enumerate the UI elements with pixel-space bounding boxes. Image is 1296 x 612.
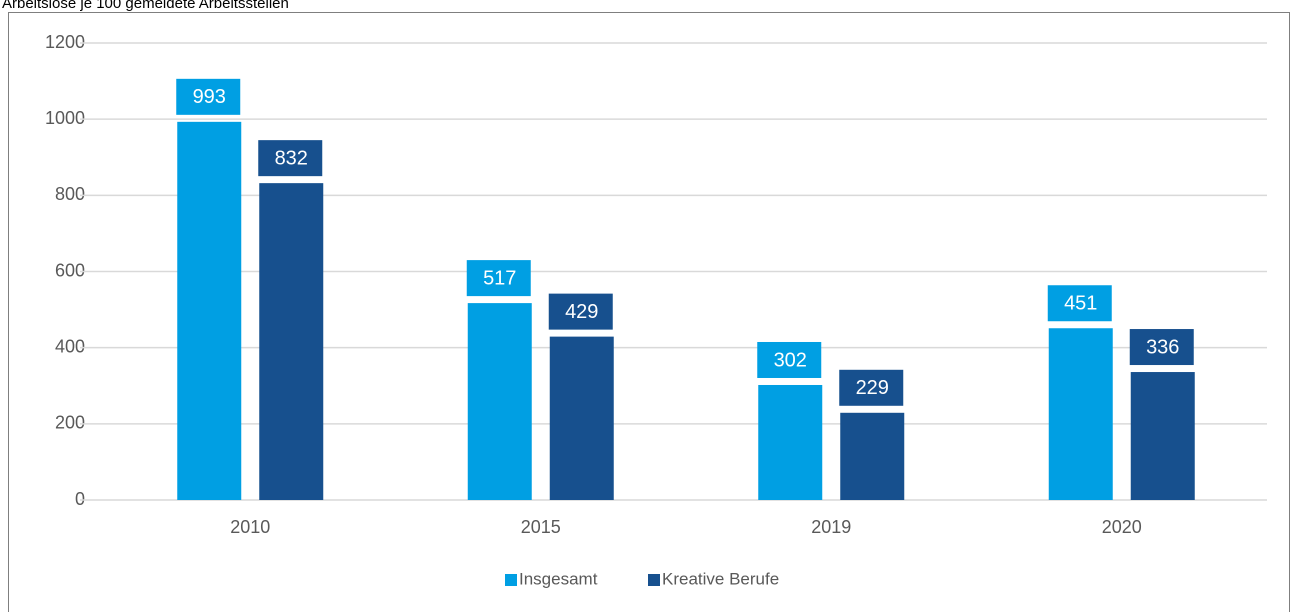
x-tick-label: 2019 xyxy=(811,517,851,537)
data-label: 451 xyxy=(1064,293,1097,315)
bar xyxy=(259,183,324,500)
bar xyxy=(177,121,242,501)
data-label: 336 xyxy=(1146,336,1179,358)
y-tick-label: 200 xyxy=(55,413,85,433)
legend-label: Insgesamt xyxy=(519,569,598,588)
bar xyxy=(1048,328,1113,500)
data-label: 993 xyxy=(193,86,226,108)
bar xyxy=(758,384,823,500)
y-tick-label: 800 xyxy=(55,184,85,204)
data-label-box xyxy=(839,369,904,406)
legend-swatch xyxy=(505,574,517,586)
data-label-box xyxy=(1047,285,1112,322)
x-tick-label: 2015 xyxy=(521,517,561,537)
bar xyxy=(840,412,905,500)
chart-title: Arbeitslose je 100 gemeldete Arbeitsstel… xyxy=(2,0,289,12)
bar xyxy=(467,303,532,500)
data-label-box xyxy=(757,341,822,378)
data-label-box xyxy=(1129,329,1194,366)
data-label: 229 xyxy=(856,377,889,399)
data-label-box xyxy=(466,260,531,297)
x-tick-label: 2010 xyxy=(230,517,270,537)
data-label: 832 xyxy=(275,147,308,169)
y-tick-label: 400 xyxy=(55,336,85,356)
data-label: 302 xyxy=(774,349,807,371)
x-tick-label: 2020 xyxy=(1102,517,1142,537)
data-label-box xyxy=(258,140,323,177)
data-label-box xyxy=(176,78,241,115)
y-tick-label: 1000 xyxy=(45,108,85,128)
legend-swatch xyxy=(648,574,660,586)
data-label: 517 xyxy=(483,267,516,289)
legend-label: Kreative Berufe xyxy=(662,569,779,588)
data-label-box xyxy=(548,293,613,330)
y-tick-label: 1200 xyxy=(45,32,85,52)
bar xyxy=(1130,372,1195,500)
y-tick-label: 600 xyxy=(55,260,85,280)
data-label: 429 xyxy=(565,301,598,323)
bar xyxy=(549,336,614,500)
y-tick-label: 0 xyxy=(75,489,85,509)
